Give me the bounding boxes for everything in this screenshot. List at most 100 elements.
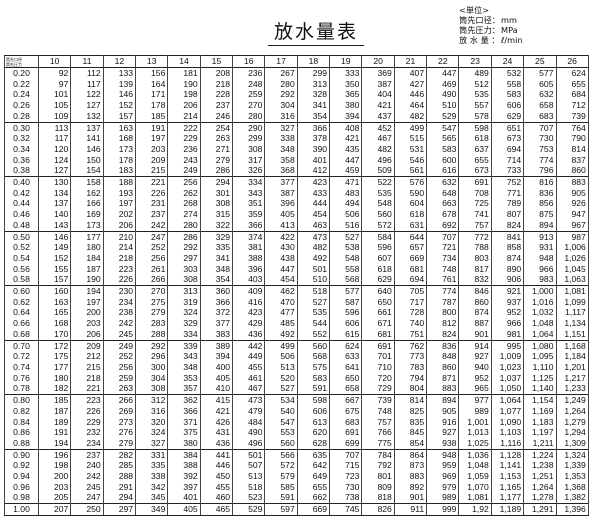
flow-value-cell: 230: [102, 285, 137, 297]
flow-value-cell: 989: [458, 405, 492, 417]
flow-value-cell: 252: [135, 242, 169, 253]
flow-value-cell: 1,353: [555, 471, 589, 482]
flow-value-cell: 288: [102, 471, 137, 482]
flow-value-cell: 471: [329, 176, 363, 188]
flow-value-cell: 187: [37, 405, 72, 417]
flow-value-cell: 164: [135, 78, 169, 90]
table-row: 0.62 163 197 234 275 319 366 416 470 527 587 650 717…: [4, 296, 589, 308]
flow-value-cell: 388: [232, 252, 266, 264]
flow-value-cell: 887: [458, 318, 492, 329]
flow-value-cell: 410: [199, 383, 234, 395]
flow-value-cell: 209: [70, 339, 104, 352]
flow-value-cell: 712: [555, 100, 589, 111]
flow-value-cell: 206: [102, 219, 137, 232]
flow-value-cell: 584: [361, 230, 395, 243]
flow-value-cell: 297: [167, 252, 201, 264]
table-body: 0.20 92 112 133 156 181 208 236 267 299 333 369 407 4…: [4, 67, 589, 516]
flow-value-cell: 405: [199, 372, 234, 384]
flow-value-cell: 773: [393, 351, 428, 362]
flow-value-cell: 729: [361, 383, 395, 395]
flow-value-cell: 156: [135, 67, 169, 79]
flow-value-cell: 267: [264, 67, 298, 79]
table-row: 0.84 189 229 273 320 371 426 484 547 613 683 757 835…: [4, 416, 589, 428]
flow-value-cell: 632: [426, 176, 460, 188]
flow-value-cell: 165: [37, 307, 72, 319]
flow-value-cell: 190: [167, 78, 201, 90]
flow-value-cell: 1,294: [555, 427, 589, 438]
flow-value-cell: 518: [296, 285, 331, 297]
diameter-header: 15: [199, 55, 234, 68]
flow-value-cell: 708: [458, 187, 492, 199]
flow-value-cell: 141: [70, 133, 104, 144]
diameter-header: 26: [555, 55, 589, 68]
table-row: 0.54 152 184 218 256 297 341 388 438 492 548 607 669…: [4, 252, 589, 264]
flow-value-cell: 1,339: [555, 460, 589, 472]
flow-value-cell: 279: [199, 154, 234, 166]
flow-value-cell: 160: [37, 285, 72, 297]
flow-value-cell: 134: [37, 187, 72, 199]
flow-value-cell: 568: [329, 274, 363, 286]
flow-value-cell: 286: [167, 230, 201, 243]
flow-value-cell: 450: [199, 471, 234, 482]
flow-value-cell: 172: [37, 339, 72, 352]
flow-value-cell: 212: [70, 351, 104, 362]
flow-value-cell: 299: [232, 133, 266, 144]
flow-value-cell: 396: [264, 198, 298, 210]
flow-value-cell: 607: [361, 252, 395, 264]
flow-value-cell: 914: [458, 339, 492, 352]
flow-value-cell: 218: [70, 372, 104, 384]
flow-value-cell: 817: [458, 263, 492, 275]
flow-value-cell: 368: [264, 165, 298, 177]
flow-value-cell: 365: [329, 89, 363, 101]
flow-value-cell: 482: [361, 143, 395, 155]
flow-value-cell: 479: [232, 405, 266, 417]
flow-value-cell: 1,070: [458, 481, 492, 493]
flow-value-cell: 644: [393, 230, 428, 243]
flow-value-cell: 1,183: [523, 416, 557, 428]
flow-value-cell: 237: [135, 209, 169, 220]
flow-value-cell: 547: [426, 121, 460, 134]
flow-value-cell: 723: [329, 471, 363, 482]
flow-value-cell: 538: [329, 242, 363, 253]
flow-value-cell: 1,134: [555, 318, 589, 329]
flow-value-cell: 510: [296, 274, 331, 286]
units-header: <単位>: [459, 5, 490, 15]
flow-value-cell: 513: [232, 471, 266, 482]
flow-value-cell: 775: [361, 437, 395, 450]
diameter-header: 23: [458, 55, 492, 68]
table-row: 0.74 177 215 256 300 348 400 455 513 575 641 710 783…: [4, 361, 589, 373]
flow-value-cell: 733: [490, 165, 525, 177]
flow-value-cell: 979: [426, 481, 460, 493]
flow-value-cell: 338: [264, 133, 298, 144]
flow-value-cell: 510: [426, 100, 460, 111]
flow-value-cell: 366: [296, 121, 331, 134]
flow-value-cell: 774: [426, 285, 460, 297]
flow-value-cell: 185: [135, 110, 169, 123]
flow-value-cell: 320: [135, 416, 169, 428]
flow-value-cell: 1,117: [555, 307, 589, 319]
table-row: 0.50 146 177 210 247 286 329 374 422 473 527 584 644…: [4, 230, 589, 243]
flow-value-cell: 1,140: [523, 383, 557, 395]
flow-value-cell: 691: [458, 176, 492, 188]
flow-value-cell: 618: [393, 209, 428, 220]
flow-value-cell: 969: [426, 471, 460, 482]
flow-value-cell: 270: [232, 100, 266, 111]
flow-value-cell: 392: [167, 471, 201, 482]
flow-value-cell: 446: [199, 460, 234, 472]
diameter-header: 21: [393, 55, 428, 68]
flow-value-cell: 940: [458, 361, 492, 373]
flow-value-cell: 173: [102, 143, 137, 155]
flow-value-cell: 341: [199, 252, 234, 264]
flow-value-cell: 327: [264, 121, 298, 134]
flow-value-cell: 1,396: [555, 503, 589, 516]
flow-value-cell: 1,309: [555, 437, 589, 450]
diameter-header: 25: [523, 55, 557, 68]
flow-value-cell: 350: [329, 78, 363, 90]
flow-value-cell: 1,099: [555, 296, 589, 308]
flow-value-cell: 548: [361, 198, 395, 210]
flow-value-cell: 178: [102, 154, 137, 166]
flow-value-cell: 578: [458, 110, 492, 123]
flow-value-cell: 606: [296, 405, 331, 417]
flow-value-cell: 152: [37, 252, 72, 264]
flow-value-cell: 292: [167, 242, 201, 253]
